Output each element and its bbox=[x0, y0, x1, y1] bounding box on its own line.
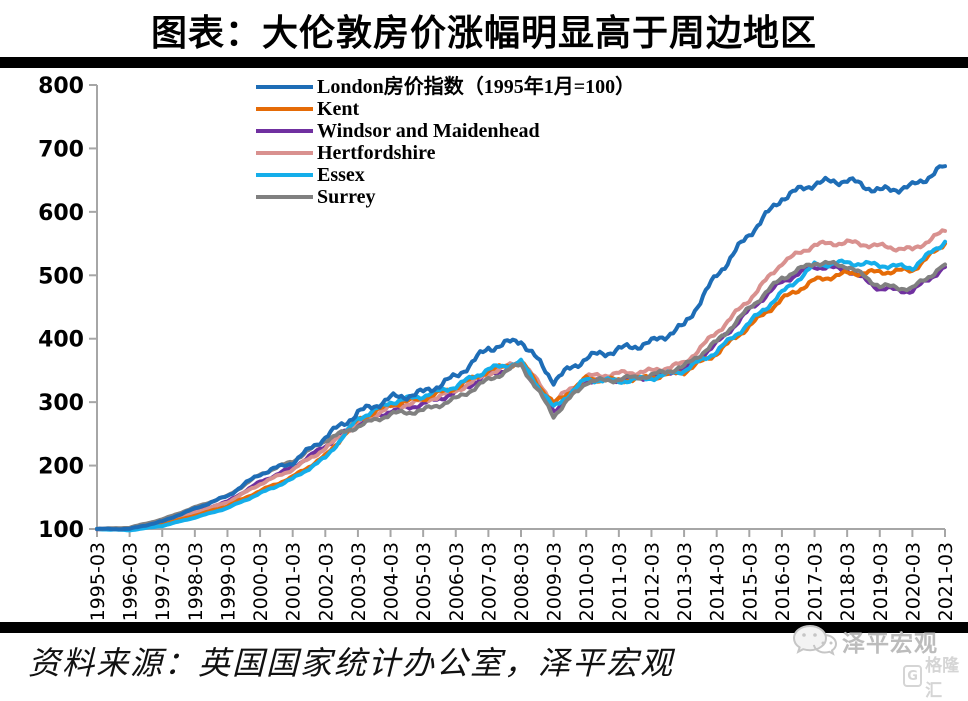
x-tick-label: 2002-03 bbox=[315, 542, 337, 621]
x-tick-label: 2005-03 bbox=[413, 542, 435, 621]
x-tick-label: 2008-03 bbox=[511, 542, 533, 621]
legend-item: Surrey bbox=[256, 186, 635, 208]
x-tick-label: 1998-03 bbox=[185, 542, 207, 621]
y-tick-label: 200 bbox=[38, 455, 84, 480]
x-tick-label: 1999-03 bbox=[217, 542, 239, 621]
legend-label: London房价指数（1995年1月=100） bbox=[317, 76, 636, 98]
x-tick-label: 1997-03 bbox=[152, 542, 174, 621]
x-tick-label: 2011-03 bbox=[609, 542, 631, 621]
x-tick-label: 2014-03 bbox=[707, 542, 729, 621]
x-tick-label: 2021-03 bbox=[935, 542, 957, 621]
legend-item: Kent bbox=[256, 98, 635, 120]
title-divider-bar bbox=[0, 57, 968, 68]
x-tick-label: 1995-03 bbox=[87, 542, 109, 621]
legend-line-swatch bbox=[256, 151, 313, 155]
x-tick-label: 2010-03 bbox=[576, 542, 598, 621]
series-line-surrey bbox=[95, 259, 947, 532]
legend-label: Kent bbox=[317, 98, 360, 120]
legend-line-swatch bbox=[256, 85, 313, 89]
chart-legend: London房价指数（1995年1月=100） Kent Windsor and M… bbox=[256, 76, 635, 208]
legend-item: London房价指数（1995年1月=100） bbox=[256, 76, 635, 98]
legend-item: Windsor and Maidenhead bbox=[256, 120, 635, 142]
y-tick-label: 700 bbox=[38, 137, 84, 162]
y-tick-label: 600 bbox=[38, 201, 84, 226]
y-tick-label: 100 bbox=[38, 518, 84, 543]
page-title: 图表：大伦敦房价涨幅明显高于周边地区 bbox=[150, 13, 817, 54]
x-tick-label: 2016-03 bbox=[772, 542, 794, 621]
legend-label: Hertfordshire bbox=[317, 142, 436, 164]
x-tick-label: 2015-03 bbox=[739, 542, 761, 621]
series-line-london- bbox=[95, 164, 947, 532]
legend-label: Surrey bbox=[317, 186, 376, 208]
legend-label: Essex bbox=[317, 164, 365, 186]
legend-item: Essex bbox=[256, 164, 635, 186]
legend-label: Windsor and Maidenhead bbox=[317, 120, 540, 142]
site-logo-icon: G bbox=[903, 665, 923, 687]
x-tick-label: 2013-03 bbox=[674, 542, 696, 621]
series-line-kent bbox=[95, 241, 947, 532]
legend-line-swatch bbox=[256, 195, 313, 199]
y-tick-label: 800 bbox=[38, 74, 84, 99]
x-tick-label: 2020-03 bbox=[902, 542, 924, 621]
x-tick-label: 2017-03 bbox=[805, 542, 827, 621]
x-tick-label: 2009-03 bbox=[544, 542, 566, 621]
legend-item: Hertfordshire bbox=[256, 142, 635, 164]
x-tick-label: 2001-03 bbox=[283, 542, 305, 621]
y-tick-label: 300 bbox=[38, 391, 84, 416]
y-tick-label: 500 bbox=[38, 264, 84, 289]
x-tick-label: 2004-03 bbox=[381, 542, 403, 621]
series-line-essex bbox=[95, 239, 947, 533]
series-line-windsor-and-maidenhead bbox=[95, 264, 947, 532]
legend-line-swatch bbox=[256, 173, 313, 177]
wechat-account-name: 泽平宏观 bbox=[842, 631, 938, 657]
x-tick-label: 2003-03 bbox=[348, 542, 370, 621]
site-watermark: G 格隆汇 bbox=[903, 651, 968, 701]
x-tick-label: 2018-03 bbox=[837, 542, 859, 621]
source-note: 资料来源：英国国家统计办公室，泽平宏观 bbox=[28, 645, 675, 681]
legend-line-swatch bbox=[256, 107, 313, 111]
legend-line-swatch bbox=[256, 129, 313, 133]
series-line-hertfordshire bbox=[95, 228, 947, 532]
x-tick-label: 2000-03 bbox=[250, 542, 272, 621]
x-tick-label: 2007-03 bbox=[478, 542, 500, 621]
x-tick-label: 2006-03 bbox=[446, 542, 468, 621]
wechat-watermark: 泽平宏观 bbox=[792, 624, 938, 658]
x-tick-label: 1996-03 bbox=[120, 542, 142, 621]
site-name: 格隆汇 bbox=[925, 656, 960, 701]
footer-divider-bar bbox=[0, 622, 968, 633]
x-tick-label: 2012-03 bbox=[641, 542, 663, 621]
wechat-icon bbox=[792, 624, 838, 656]
y-tick-label: 400 bbox=[38, 328, 84, 353]
x-tick-label: 2019-03 bbox=[870, 542, 892, 621]
